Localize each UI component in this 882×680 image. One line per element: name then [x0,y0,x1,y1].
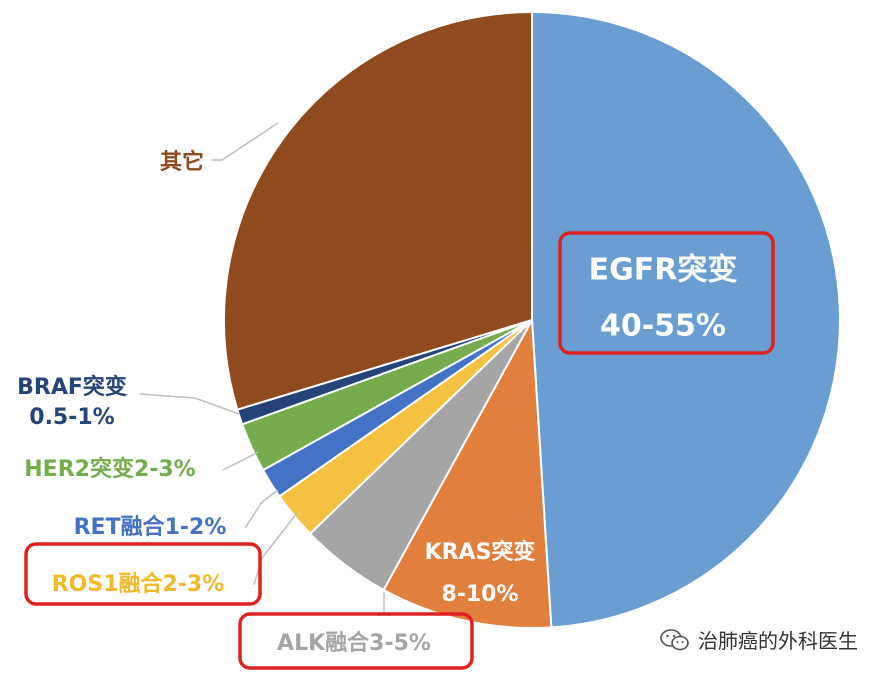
leader-lines [139,122,385,614]
slice-label: ALK融合3-5% [277,630,431,656]
highlight-box [238,612,474,670]
slice-label: HER2突变2-3% [24,456,195,482]
highlight-boxes [24,231,775,670]
slice-label: 0.5-1% [29,405,114,430]
slice-label: KRAS突变 [425,539,536,565]
highlight-box [558,231,775,355]
watermark-text: 治肺癌的外科医生 [698,629,858,653]
slice-label: 其它 [160,149,204,175]
pie-slices [223,10,841,629]
leader-line [253,512,298,586]
slice-label: 8-10% [441,582,518,607]
leader-line [212,122,279,161]
pie-slice [382,316,553,629]
slice-label: BRAF突变 [17,374,127,400]
pie-slice [223,10,533,411]
pie-slice [531,10,841,629]
slice-label: RET融合1-2% [74,514,227,540]
slice-label: EGFR突变 [589,253,738,288]
slice-labels: EGFR突变 40-55% KRAS突变 8-10% ALK融合3-5% ROS1融合2-… [17,149,737,656]
slice-label: ROS1融合2-3% [52,571,225,597]
highlight-box [24,542,262,606]
watermark: 治肺癌的外科医生 [660,625,858,654]
leader-line [244,489,279,529]
leader-line [222,451,259,471]
slice-label: 40-55% [600,309,726,344]
wechat-icon [660,628,689,650]
leader-line [139,393,240,415]
